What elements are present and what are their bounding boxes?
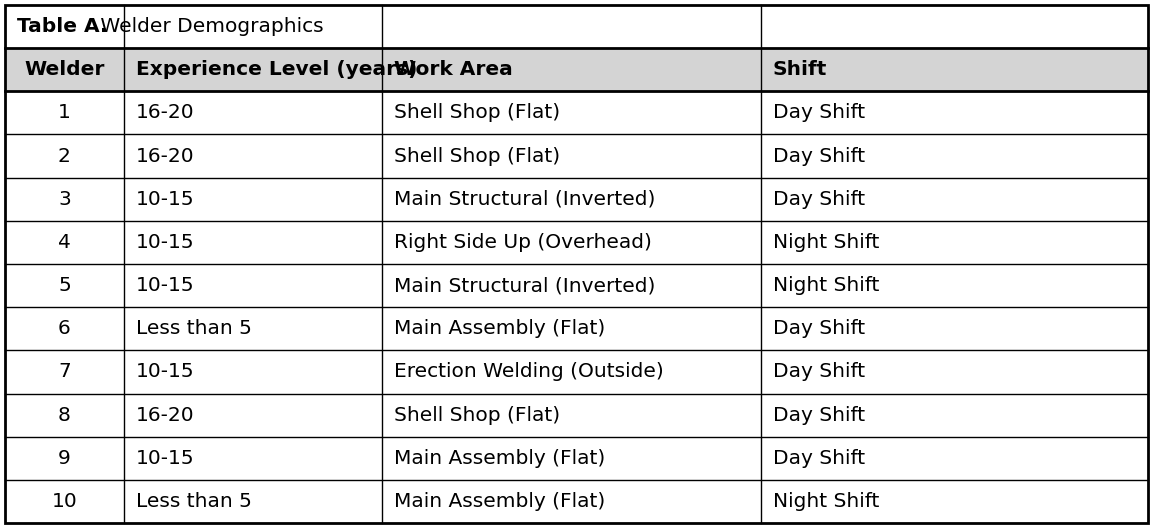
Text: Welder Demographics: Welder Demographics <box>95 17 324 36</box>
Text: Main Assembly (Flat): Main Assembly (Flat) <box>394 319 605 338</box>
Text: Less than 5: Less than 5 <box>136 319 251 338</box>
Text: Day Shift: Day Shift <box>773 103 865 122</box>
Text: 5: 5 <box>58 276 70 295</box>
Text: Main Structural (Inverted): Main Structural (Inverted) <box>394 276 656 295</box>
Text: Day Shift: Day Shift <box>773 406 865 425</box>
Bar <box>5 480 1148 523</box>
Text: Shell Shop (Flat): Shell Shop (Flat) <box>394 103 560 122</box>
Bar <box>5 5 1148 48</box>
Bar <box>5 48 1148 91</box>
Text: 9: 9 <box>58 449 70 468</box>
Text: Shell Shop (Flat): Shell Shop (Flat) <box>394 406 560 425</box>
Text: 4: 4 <box>58 233 70 252</box>
Text: 10-15: 10-15 <box>136 449 195 468</box>
Bar <box>5 307 1148 351</box>
Text: 10-15: 10-15 <box>136 190 195 209</box>
Text: Erection Welding (Outside): Erection Welding (Outside) <box>394 362 664 381</box>
Bar <box>5 393 1148 437</box>
Text: Table A.: Table A. <box>17 17 107 36</box>
Text: 10-15: 10-15 <box>136 276 195 295</box>
Text: Main Structural (Inverted): Main Structural (Inverted) <box>394 190 656 209</box>
Bar <box>5 91 1148 135</box>
Text: 10-15: 10-15 <box>136 362 195 381</box>
Text: Shift: Shift <box>773 60 827 79</box>
Text: Main Assembly (Flat): Main Assembly (Flat) <box>394 492 605 511</box>
Bar <box>5 135 1148 177</box>
Text: 16-20: 16-20 <box>136 103 195 122</box>
Text: Day Shift: Day Shift <box>773 449 865 468</box>
Text: 3: 3 <box>58 190 70 209</box>
Text: Day Shift: Day Shift <box>773 319 865 338</box>
Text: Day Shift: Day Shift <box>773 147 865 166</box>
Text: Main Assembly (Flat): Main Assembly (Flat) <box>394 449 605 468</box>
Text: 7: 7 <box>58 362 70 381</box>
Text: 1: 1 <box>58 103 70 122</box>
Text: Day Shift: Day Shift <box>773 362 865 381</box>
Text: Night Shift: Night Shift <box>773 276 879 295</box>
Text: 10-15: 10-15 <box>136 233 195 252</box>
Text: 16-20: 16-20 <box>136 147 195 166</box>
Text: Work Area: Work Area <box>394 60 513 79</box>
Text: Night Shift: Night Shift <box>773 233 879 252</box>
Text: Night Shift: Night Shift <box>773 492 879 511</box>
Text: 10: 10 <box>52 492 77 511</box>
Text: 2: 2 <box>58 147 70 166</box>
Bar <box>5 351 1148 393</box>
Text: Welder: Welder <box>24 60 105 79</box>
Text: 6: 6 <box>58 319 70 338</box>
Text: Right Side Up (Overhead): Right Side Up (Overhead) <box>394 233 653 252</box>
Bar <box>5 264 1148 307</box>
Bar <box>5 221 1148 264</box>
Text: 8: 8 <box>58 406 70 425</box>
Bar <box>5 177 1148 221</box>
Text: 16-20: 16-20 <box>136 406 195 425</box>
Bar <box>5 437 1148 480</box>
Text: Day Shift: Day Shift <box>773 190 865 209</box>
Text: Less than 5: Less than 5 <box>136 492 251 511</box>
Text: Experience Level (years): Experience Level (years) <box>136 60 417 79</box>
Text: Shell Shop (Flat): Shell Shop (Flat) <box>394 147 560 166</box>
